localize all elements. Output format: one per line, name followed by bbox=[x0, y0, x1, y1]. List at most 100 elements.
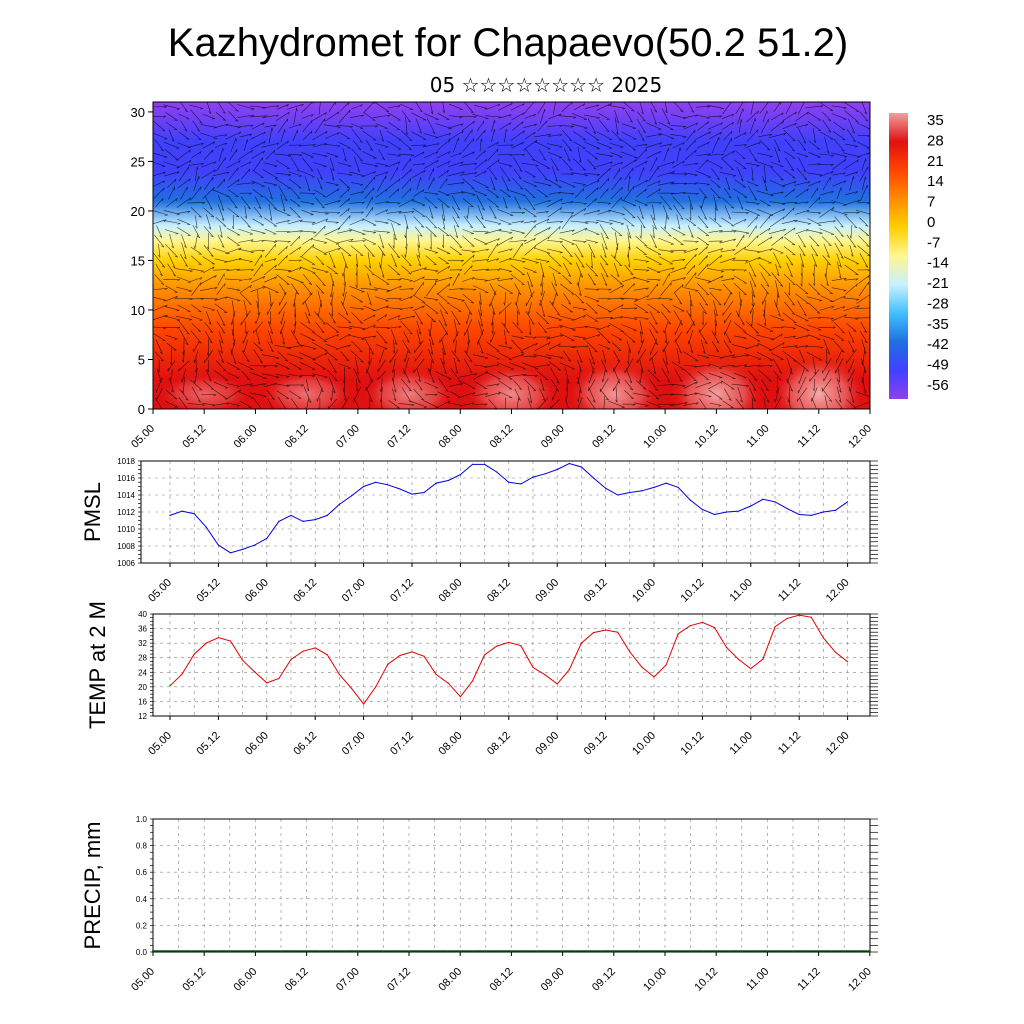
wind-vector bbox=[795, 293, 809, 304]
wind-vector bbox=[410, 267, 427, 273]
wind-vector-head bbox=[757, 110, 759, 114]
wind-vector-head bbox=[705, 226, 709, 229]
wind-vector-head bbox=[868, 214, 870, 216]
wind-vector-head bbox=[682, 259, 686, 262]
wind-vector bbox=[224, 278, 242, 281]
wind-vector-head bbox=[307, 313, 311, 317]
wind-vector-head bbox=[361, 191, 365, 194]
wind-vector-head bbox=[658, 188, 661, 192]
wind-vector bbox=[808, 180, 821, 187]
wind-vector bbox=[450, 368, 462, 383]
wind-vector bbox=[535, 258, 550, 262]
wind-vector-head bbox=[282, 208, 286, 212]
wind-vector-head bbox=[222, 119, 226, 121]
wind-vector bbox=[649, 311, 658, 325]
wind-vector bbox=[736, 166, 744, 182]
wind-vector bbox=[216, 157, 226, 172]
wind-vector-head bbox=[210, 388, 214, 390]
wind-vector bbox=[724, 205, 732, 220]
wind-vector bbox=[601, 273, 608, 286]
wind-vector-head bbox=[361, 338, 365, 340]
wind-vector-head bbox=[282, 341, 285, 345]
wind-vector bbox=[212, 402, 230, 406]
wind-vector bbox=[609, 304, 624, 313]
wind-vector-head bbox=[435, 279, 439, 281]
wind-vector-head bbox=[609, 103, 613, 106]
wind-vector-head bbox=[213, 161, 217, 165]
wind-vector-head bbox=[824, 274, 827, 278]
wind-vector-head bbox=[298, 236, 301, 240]
wind-vector bbox=[635, 160, 648, 168]
data-point bbox=[338, 673, 340, 676]
wind-vector-head bbox=[768, 215, 771, 219]
wind-vector bbox=[757, 365, 773, 367]
wind-vector-head bbox=[472, 151, 475, 155]
wind-vector bbox=[398, 403, 415, 406]
wind-vector-head bbox=[226, 171, 230, 175]
wind-vector bbox=[611, 177, 622, 191]
data-point bbox=[544, 674, 546, 676]
wind-vector bbox=[551, 282, 559, 297]
wind-vector-head bbox=[781, 112, 784, 116]
wind-vector bbox=[734, 246, 747, 255]
wind-vector bbox=[328, 102, 336, 112]
wind-vector bbox=[861, 102, 867, 115]
wind-vector-head bbox=[237, 300, 241, 302]
wind-vector bbox=[540, 379, 545, 391]
wind-vector bbox=[276, 362, 290, 370]
wind-vector bbox=[338, 141, 351, 149]
wind-vector-head bbox=[286, 140, 289, 144]
wind-vector bbox=[671, 277, 686, 282]
wind-vector bbox=[603, 395, 606, 409]
wind-vector bbox=[499, 114, 512, 119]
wind-vector bbox=[278, 302, 288, 315]
wind-vector bbox=[637, 130, 645, 142]
wind-vector bbox=[336, 125, 353, 127]
wind-vector-head bbox=[631, 225, 635, 227]
wind-vector bbox=[163, 104, 180, 110]
wind-vector-head bbox=[210, 235, 214, 238]
wind-vector-head bbox=[756, 216, 758, 220]
wind-vector bbox=[339, 198, 350, 208]
wind-vector-head bbox=[644, 143, 648, 147]
wind-vector-head bbox=[594, 312, 598, 314]
wind-vector-head bbox=[582, 337, 586, 340]
wind-vector-head bbox=[719, 240, 723, 243]
wind-vector bbox=[721, 217, 735, 227]
wind-vector-head bbox=[579, 159, 582, 163]
wind-vector-head bbox=[348, 344, 351, 348]
wind-vector-head bbox=[249, 261, 253, 263]
wind-vector bbox=[476, 120, 485, 132]
wind-vector bbox=[277, 350, 289, 362]
warm-cell bbox=[670, 359, 763, 409]
wind-vector bbox=[448, 103, 463, 110]
wind-vector-head bbox=[689, 313, 692, 317]
wind-vector-head bbox=[419, 110, 423, 113]
wind-vector bbox=[722, 400, 734, 409]
y-axis-label: PRECIP, mm bbox=[80, 822, 105, 950]
wind-vector bbox=[463, 102, 474, 114]
wind-vector bbox=[213, 123, 229, 129]
wind-vector bbox=[276, 104, 289, 110]
wind-vector bbox=[602, 368, 606, 383]
wind-vector bbox=[187, 403, 206, 406]
wind-vector-head bbox=[806, 209, 810, 213]
x-tick-label: 07.12 bbox=[388, 730, 416, 758]
wind-vector bbox=[524, 245, 536, 256]
wind-vector-head bbox=[199, 389, 203, 391]
wind-vector-head bbox=[371, 255, 375, 257]
wind-vector bbox=[226, 236, 240, 246]
wind-vector-head bbox=[617, 381, 621, 384]
wind-vector bbox=[633, 295, 650, 303]
wind-vector bbox=[485, 371, 501, 380]
wind-vector bbox=[564, 367, 570, 384]
wind-vector-head bbox=[397, 202, 401, 205]
wind-vector-head bbox=[743, 269, 747, 272]
wind-vector-head bbox=[717, 186, 721, 188]
wind-vector bbox=[672, 305, 685, 312]
wind-vector-head bbox=[535, 262, 539, 264]
wind-vector-head bbox=[503, 323, 506, 327]
data-point bbox=[217, 544, 219, 546]
wind-vector bbox=[275, 208, 291, 216]
wind-vector bbox=[672, 160, 685, 169]
